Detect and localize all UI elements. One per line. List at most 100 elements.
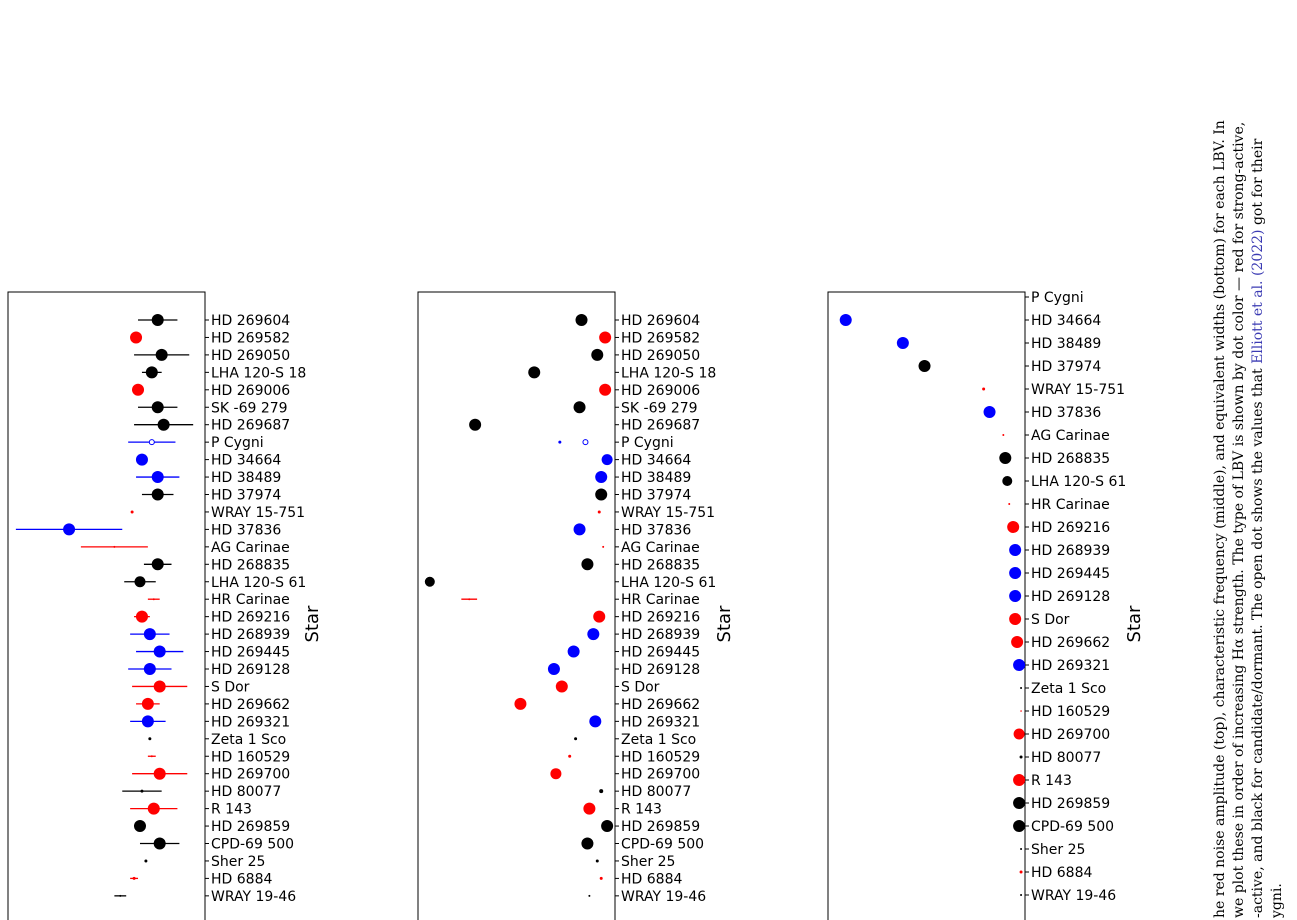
y-tick-label-hd-269700: HD 269700 xyxy=(1031,727,1110,743)
y-tick-label-hd-269662: HD 269662 xyxy=(621,697,700,713)
data-point-wray-19-46 xyxy=(588,894,591,897)
y-tick-label-s-dor: S Dor xyxy=(1031,612,1070,628)
y-tick-label-hd-38489: HD 38489 xyxy=(211,470,281,486)
data-point-hd-34664 xyxy=(135,453,148,466)
y-tick-label-hd-269321: HD 269321 xyxy=(1031,658,1110,674)
y-tick-label-zeta-1-sco: Zeta 1 Sco xyxy=(211,732,286,748)
data-point-r-143 xyxy=(583,802,596,815)
data-point-hr-carinae xyxy=(1008,503,1011,505)
y-tick-label-lha-120-s-18: LHA 120-S 18 xyxy=(211,365,306,381)
data-point-hd-269050 xyxy=(155,348,168,361)
y-tick-label-hd-80077: HD 80077 xyxy=(211,784,281,800)
data-point-hd-269128 xyxy=(143,663,156,675)
data-point-wray-19-46 xyxy=(1020,894,1023,896)
data-point-hd-269445 xyxy=(567,645,580,658)
data-point-hd-269662 xyxy=(141,697,154,710)
y-tick-label-hd-34664: HD 34664 xyxy=(1031,313,1101,329)
y-tick-label-sk-69-279: SK -69 279 xyxy=(621,400,698,416)
data-point-ag-carinae xyxy=(113,545,116,548)
data-point-wray-15-751 xyxy=(982,387,986,391)
y-tick-label-wray-19-46: WRAY 19-46 xyxy=(211,889,296,905)
y-axis-title: Star xyxy=(302,605,323,643)
y-tick-label-sk-69-279: SK -69 279 xyxy=(211,400,288,416)
data-point-s-dor xyxy=(555,680,568,693)
y-axis-title: Star xyxy=(1124,605,1145,643)
data-point-hd-269321 xyxy=(589,715,602,728)
y-tick-label-hd-269216: HD 269216 xyxy=(621,610,700,626)
data-point-hd-269445 xyxy=(1009,567,1022,579)
data-point-hd-269859 xyxy=(601,820,614,833)
data-point-hd-269216 xyxy=(1007,521,1020,533)
data-point-cpd-69-500 xyxy=(153,837,166,850)
y-tick-label-hd-269700: HD 269700 xyxy=(211,767,290,783)
data-point-hd-38489 xyxy=(896,337,909,349)
y-tick-label-hd-160529: HD 160529 xyxy=(621,749,700,765)
caption-citation-link[interactable]: Elliott et al. (2022) xyxy=(1250,229,1266,363)
y-tick-label-wray-19-46: WRAY 19-46 xyxy=(621,889,706,905)
y-tick-label-s-dor: S Dor xyxy=(211,679,250,695)
y-tick-label-sher-25: Sher 25 xyxy=(211,854,265,870)
y-tick-label-hd-269662: HD 269662 xyxy=(1031,635,1110,651)
axes-frame xyxy=(7,291,206,920)
y-tick-label-hd-37974: HD 37974 xyxy=(621,488,691,504)
y-tick-label-hd-268939: HD 268939 xyxy=(621,627,700,643)
y-tick-label-hd-160529: HD 160529 xyxy=(211,749,290,765)
data-point-hd-269006 xyxy=(132,383,145,396)
y-tick-label-hd-269582: HD 269582 xyxy=(621,330,700,346)
y-tick-label-hd-268835: HD 268835 xyxy=(1031,451,1110,467)
y-tick-label-ag-carinae: AG Carinae xyxy=(1031,428,1110,444)
data-point-hd-160529 xyxy=(150,755,153,758)
y-tick-label-hd-269582: HD 269582 xyxy=(211,330,290,346)
data-point-hd-38489 xyxy=(151,471,164,484)
y-tick-label-hd-38489: HD 38489 xyxy=(1031,336,1101,352)
y-tick-label-ag-carinae: AG Carinae xyxy=(211,540,290,556)
data-point-hd-269662 xyxy=(514,697,527,710)
y-tick-label-cpd-69-500: CPD-69 500 xyxy=(621,837,704,853)
data-point-lha-120-s-18 xyxy=(528,366,541,379)
data-point-hd-37974 xyxy=(595,488,608,501)
y-tick-label-hd-269128: HD 269128 xyxy=(1031,589,1110,605)
data-point-lha-120-s-61 xyxy=(1002,476,1013,486)
y-axis-title: Star xyxy=(714,605,735,643)
y-tick-label-hd-269050: HD 269050 xyxy=(621,348,700,364)
data-point-zeta-1-sco xyxy=(574,737,578,741)
data-point-s-dor xyxy=(153,680,166,693)
y-tick-label-hd-37836: HD 37836 xyxy=(621,522,691,538)
y-tick-label-hd-37836: HD 37836 xyxy=(211,522,281,538)
y-tick-label-hd-268835: HD 268835 xyxy=(621,557,700,573)
y-tick-label-hd-269006: HD 269006 xyxy=(211,383,290,399)
y-tick-label-cpd-69-500: CPD-69 500 xyxy=(1031,819,1114,835)
y-tick-label-hd-6884: HD 6884 xyxy=(1031,865,1092,881)
y-tick-label-ag-carinae: AG Carinae xyxy=(621,540,700,556)
y-tick-label-hd-269050: HD 269050 xyxy=(211,348,290,364)
data-point-hd-80077 xyxy=(599,789,604,794)
data-point-hd-269700 xyxy=(550,768,562,780)
data-point-cpd-69-500 xyxy=(1013,820,1026,832)
y-tick-label-wray-19-46: WRAY 19-46 xyxy=(1031,888,1116,904)
data-point-hd-37974 xyxy=(918,360,931,372)
open-point-p-cygni xyxy=(582,439,589,446)
data-point-sk-69-279 xyxy=(573,401,586,414)
y-tick-label-hd-80077: HD 80077 xyxy=(1031,750,1101,766)
y-tick-label-hd-269321: HD 269321 xyxy=(211,714,290,730)
figure-caption: he red noise amplitude (top), characteri… xyxy=(1212,120,1285,919)
data-point-lha-120-s-18 xyxy=(145,366,158,379)
y-tick-label-hd-269604: HD 269604 xyxy=(211,313,290,329)
caption-line-3: -active, and black for candidate/dormant… xyxy=(1250,138,1266,918)
axes-frame xyxy=(417,291,616,920)
data-point-s-dor xyxy=(1009,613,1022,625)
data-point-hd-269604 xyxy=(575,314,588,326)
y-tick-label-hr-carinae: HR Carinae xyxy=(621,592,700,608)
data-point-hd-269216 xyxy=(135,610,148,623)
open-point-p-cygni xyxy=(148,439,155,446)
y-tick-label-wray-15-751: WRAY 15-751 xyxy=(211,505,305,521)
y-tick-label-hd-269445: HD 269445 xyxy=(621,645,700,661)
y-tick-label-cpd-69-500: CPD-69 500 xyxy=(211,837,294,853)
y-tick-label-hd-269321: HD 269321 xyxy=(621,714,700,730)
y-tick-label-hd-269859: HD 269859 xyxy=(621,819,700,835)
data-point-hd-269321 xyxy=(141,715,154,728)
y-tick-label-hd-37974: HD 37974 xyxy=(211,488,281,504)
y-tick-label-lha-120-s-18: LHA 120-S 18 xyxy=(621,365,716,381)
